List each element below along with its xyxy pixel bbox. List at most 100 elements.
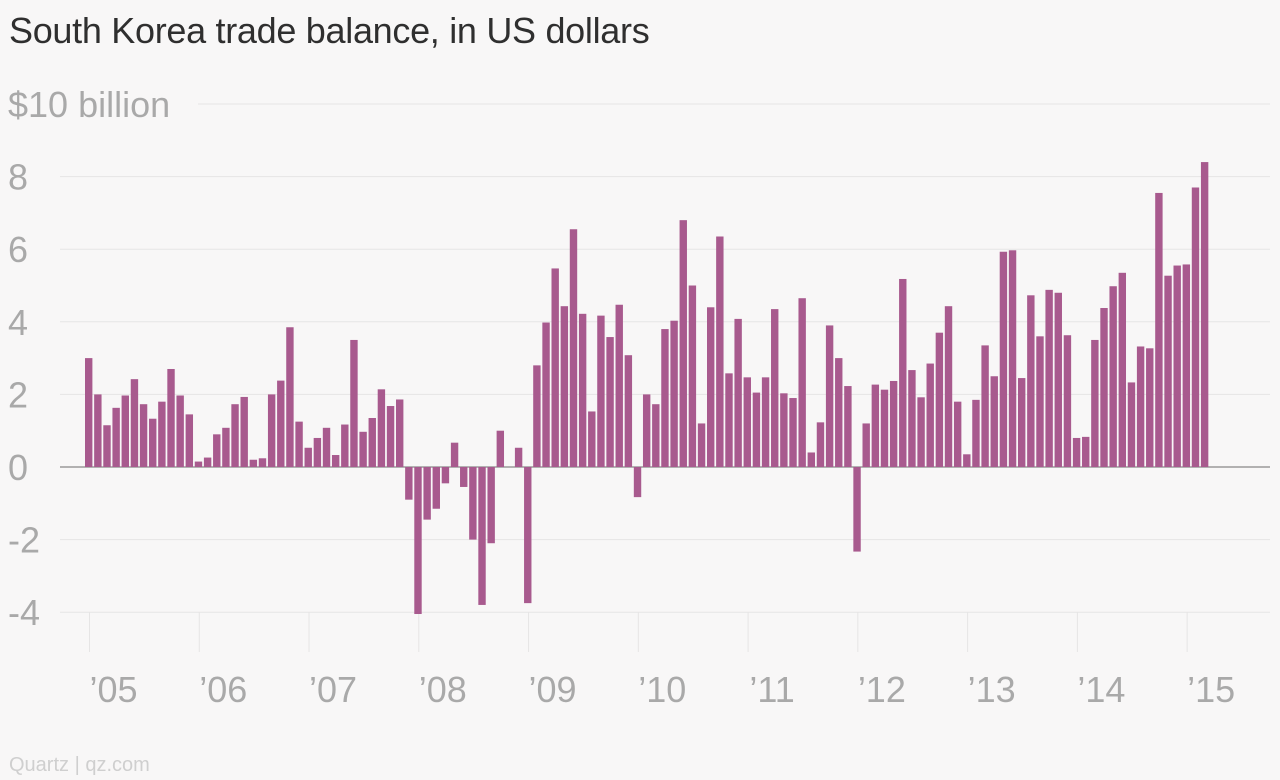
- bar: [1127, 382, 1136, 467]
- bar: [1109, 286, 1117, 467]
- chart-title: South Korea trade balance, in US dollars: [9, 10, 650, 51]
- bar: [194, 461, 203, 467]
- bar: [185, 414, 194, 467]
- bar: [871, 384, 880, 467]
- bar: [661, 329, 669, 467]
- bar: [835, 358, 843, 467]
- bar: [103, 425, 111, 467]
- bar: [615, 304, 623, 467]
- x-tick-label: ’10: [638, 669, 686, 710]
- bar: [688, 285, 697, 467]
- bar: [1027, 295, 1035, 467]
- bar: [917, 397, 925, 467]
- bar: [350, 339, 358, 467]
- bar: [1182, 264, 1191, 467]
- bar: [487, 467, 495, 544]
- bar: [130, 379, 139, 467]
- y-tick-label: 6: [8, 229, 28, 270]
- x-tick-label: ’14: [1077, 669, 1125, 710]
- x-tick-label: ’15: [1187, 669, 1235, 710]
- bar: [990, 376, 998, 467]
- bar: [524, 467, 532, 604]
- bar: [286, 327, 294, 467]
- bar: [414, 467, 422, 615]
- x-tick-label: ’08: [419, 669, 467, 710]
- bar: [496, 430, 505, 467]
- bar: [386, 406, 395, 467]
- bar: [707, 307, 715, 467]
- bar: [405, 467, 413, 500]
- bar: [752, 392, 761, 467]
- bar: [560, 306, 569, 467]
- bar: [533, 365, 541, 467]
- bar: [807, 452, 816, 467]
- bar: [597, 315, 605, 467]
- bar: [158, 401, 166, 467]
- bar: [697, 423, 706, 467]
- bar: [743, 377, 751, 467]
- axis-layer: $10 billion 8 6 4 2 0 -2 -4 ’05 ’06 ’07 ’08 ’09 ’10 ’1…: [8, 84, 1235, 710]
- x-tick-label: ’12: [858, 669, 906, 710]
- bar: [249, 459, 258, 467]
- bar: [725, 373, 733, 467]
- bar: [963, 454, 971, 467]
- bar: [716, 236, 724, 467]
- bars-layer: [85, 162, 1209, 615]
- bar: [341, 424, 349, 467]
- y-tick-label: -4: [8, 592, 40, 633]
- x-tick-label: ’09: [529, 669, 577, 710]
- bar: [396, 399, 404, 467]
- bar: [112, 407, 120, 467]
- bar: [551, 268, 559, 467]
- bar: [816, 422, 825, 467]
- x-tick-label: ’07: [309, 669, 357, 710]
- bar: [460, 467, 468, 487]
- bar: [149, 418, 157, 467]
- bar: [780, 393, 788, 467]
- bar: [213, 434, 221, 467]
- bar: [432, 467, 440, 509]
- bar: [999, 251, 1008, 467]
- bar: [1100, 308, 1108, 467]
- bar: [1054, 292, 1062, 467]
- bar: [1072, 437, 1081, 467]
- source-credit: Quartz | qz.com: [9, 754, 150, 776]
- bar: [450, 442, 459, 467]
- bar: [588, 411, 596, 467]
- bar: [606, 337, 614, 467]
- bar: [222, 427, 230, 467]
- bar: [1036, 336, 1044, 467]
- bar: [880, 389, 889, 467]
- bar: [1136, 346, 1145, 467]
- bar: [825, 325, 834, 467]
- y-tick-label: -2: [8, 520, 40, 561]
- x-tick-label: ’11: [749, 669, 794, 710]
- bar: [1146, 348, 1154, 467]
- bar: [1200, 162, 1209, 467]
- bar: [633, 467, 642, 498]
- bar: [1164, 275, 1172, 467]
- bar: [167, 368, 175, 467]
- y-tick-label: 0: [8, 447, 28, 488]
- bar: [1118, 272, 1127, 467]
- bar: [1063, 335, 1072, 467]
- bar: [899, 278, 907, 467]
- bar: [1008, 250, 1017, 467]
- bar: [578, 313, 587, 467]
- x-tick-label: ’05: [89, 669, 137, 710]
- bar: [1045, 289, 1053, 467]
- bar: [1091, 339, 1099, 467]
- bar: [624, 355, 633, 467]
- bar: [176, 395, 184, 467]
- bar: [771, 309, 779, 467]
- bar: [953, 401, 962, 467]
- bar: [359, 431, 367, 467]
- bar: [441, 467, 450, 484]
- bar: [761, 377, 770, 467]
- bar: [231, 404, 239, 467]
- bar: [295, 421, 303, 468]
- bar: [670, 320, 678, 467]
- y-tick-label: 8: [8, 157, 28, 198]
- y-tick-label: 2: [8, 374, 28, 415]
- bar: [542, 322, 550, 467]
